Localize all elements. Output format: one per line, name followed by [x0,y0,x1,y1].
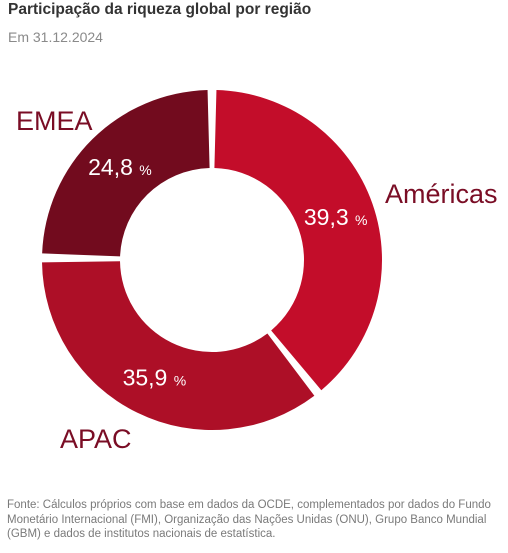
region-label-apac: APAC [60,424,132,454]
slice-apac [42,261,315,431]
footnote-source: Fonte: Cálculos próprios com base em dad… [7,499,491,540]
slice-americas [214,90,383,391]
chart-title: Participação da riqueza global por regiã… [8,1,312,18]
value-label-apac: 35,9 % [123,365,187,391]
region-label-americas: Américas [385,179,498,209]
region-label-emea: EMEA [16,106,93,136]
slice-emea [42,90,210,257]
donut-slices [42,90,383,431]
chart-subtitle: Em 31.12.2024 [8,29,103,45]
